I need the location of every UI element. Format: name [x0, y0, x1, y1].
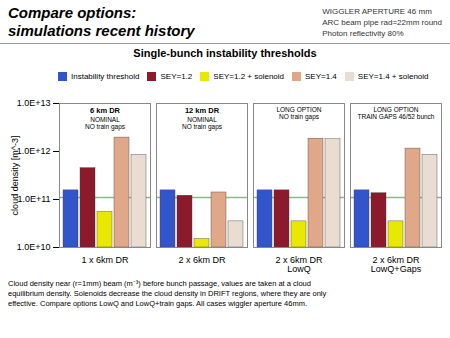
- svg-text:12 km DR: 12 km DR: [185, 106, 220, 115]
- html-text:SEY=1.4 + solenoid: SEY=1.4 + solenoid: [357, 72, 429, 81]
- svg-text:LONG OPTIONTRAIN GAPS 46/52 bu: LONG OPTIONTRAIN GAPS 46/52 bunch: [358, 106, 435, 120]
- svg-text:NOMINALNO train gaps: NOMINALNO train gaps: [85, 116, 126, 130]
- svg-text:NOMINALNO train gaps: NOMINALNO train gaps: [182, 116, 223, 130]
- html-text:SEY=1.2 + solenoid: SEY=1.2 + solenoid: [213, 72, 284, 81]
- html-text:SEY=1.4: SEY=1.4: [305, 72, 337, 81]
- html-text:Instability threshold: Instability threshold: [71, 72, 140, 81]
- svg-text:LONG OPTIONNO train gaps: LONG OPTIONNO train gaps: [276, 106, 321, 121]
- html-text:SEY=1.2: SEY=1.2: [160, 72, 193, 81]
- html-text:simulations recent history: simulations recent history: [8, 22, 195, 39]
- html-text:WIGGLER APERTURE 46 mm ARC bea: WIGGLER APERTURE 46 mm ARC beam pipe rad…: [322, 7, 442, 38]
- html-text:Single-bunch instability thres: Single-bunch instability thresholds: [133, 47, 317, 59]
- svg-text:2 x 6km DR: 2 x 6km DR: [178, 255, 226, 265]
- html-text:Compare options:: Compare options:: [8, 4, 137, 21]
- svg-text:cloud density [m^-3]: cloud density [m^-3]: [10, 136, 20, 216]
- svg-text:1.0E+13: 1.0E+13: [17, 98, 51, 108]
- svg-text:1 x 6km DR: 1 x 6km DR: [81, 255, 129, 265]
- svg-text:1.0E+11: 1.0E+11: [17, 194, 50, 204]
- svg-text:1.0E+10: 1.0E+10: [17, 242, 51, 252]
- svg-text:2 x 6km DRLowQ: 2 x 6km DRLowQ: [275, 255, 323, 274]
- html-text:Cloud density near (r=1mm) bea: Cloud density near (r=1mm) beam (m⁻³) be…: [8, 279, 327, 309]
- svg-text:2 x 6km DRLowQ+Gaps: 2 x 6km DRLowQ+Gaps: [371, 255, 422, 274]
- svg-text:1.0E+12: 1.0E+12: [17, 146, 51, 156]
- svg-text:6 km DR: 6 km DR: [90, 106, 121, 115]
